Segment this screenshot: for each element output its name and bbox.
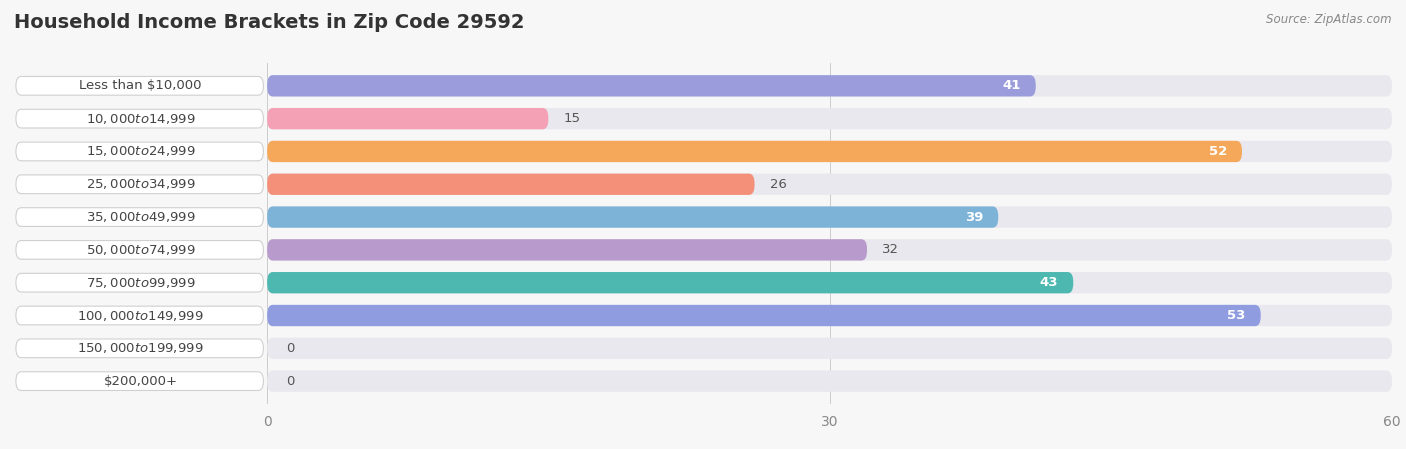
Text: 53: 53 (1227, 309, 1246, 322)
FancyBboxPatch shape (267, 174, 1392, 195)
FancyBboxPatch shape (267, 174, 755, 195)
FancyBboxPatch shape (267, 239, 868, 260)
FancyBboxPatch shape (267, 108, 1392, 129)
FancyBboxPatch shape (267, 75, 1036, 97)
FancyBboxPatch shape (15, 175, 263, 194)
Text: 39: 39 (965, 211, 983, 224)
Text: $25,000 to $34,999: $25,000 to $34,999 (86, 177, 195, 191)
Text: 41: 41 (1002, 79, 1021, 92)
FancyBboxPatch shape (267, 305, 1392, 326)
Text: 52: 52 (1209, 145, 1227, 158)
FancyBboxPatch shape (15, 142, 263, 161)
Text: 26: 26 (769, 178, 786, 191)
FancyBboxPatch shape (15, 208, 263, 226)
Text: 0: 0 (285, 342, 294, 355)
FancyBboxPatch shape (15, 241, 263, 259)
FancyBboxPatch shape (267, 239, 1392, 260)
FancyBboxPatch shape (15, 306, 263, 325)
FancyBboxPatch shape (267, 108, 548, 129)
FancyBboxPatch shape (15, 273, 263, 292)
Text: $100,000 to $149,999: $100,000 to $149,999 (77, 308, 204, 322)
FancyBboxPatch shape (15, 339, 263, 358)
Text: Household Income Brackets in Zip Code 29592: Household Income Brackets in Zip Code 29… (14, 13, 524, 32)
Text: $200,000+: $200,000+ (104, 374, 177, 387)
FancyBboxPatch shape (267, 272, 1073, 293)
FancyBboxPatch shape (267, 207, 998, 228)
Text: $15,000 to $24,999: $15,000 to $24,999 (86, 145, 195, 158)
Text: 43: 43 (1040, 276, 1059, 289)
Text: $75,000 to $99,999: $75,000 to $99,999 (86, 276, 195, 290)
FancyBboxPatch shape (267, 141, 1241, 162)
FancyBboxPatch shape (267, 338, 1392, 359)
Text: 0: 0 (285, 374, 294, 387)
Text: $10,000 to $14,999: $10,000 to $14,999 (86, 112, 195, 126)
FancyBboxPatch shape (15, 372, 263, 391)
Text: $150,000 to $199,999: $150,000 to $199,999 (77, 341, 204, 355)
FancyBboxPatch shape (267, 305, 1261, 326)
FancyBboxPatch shape (267, 141, 1392, 162)
FancyBboxPatch shape (15, 76, 263, 95)
Text: $50,000 to $74,999: $50,000 to $74,999 (86, 243, 195, 257)
FancyBboxPatch shape (267, 370, 1392, 392)
Text: Less than $10,000: Less than $10,000 (79, 79, 202, 92)
Text: 15: 15 (564, 112, 581, 125)
Text: $35,000 to $49,999: $35,000 to $49,999 (86, 210, 195, 224)
FancyBboxPatch shape (267, 272, 1392, 293)
FancyBboxPatch shape (267, 207, 1392, 228)
Text: 32: 32 (882, 243, 898, 256)
FancyBboxPatch shape (15, 109, 263, 128)
Text: Source: ZipAtlas.com: Source: ZipAtlas.com (1267, 13, 1392, 26)
FancyBboxPatch shape (267, 75, 1392, 97)
